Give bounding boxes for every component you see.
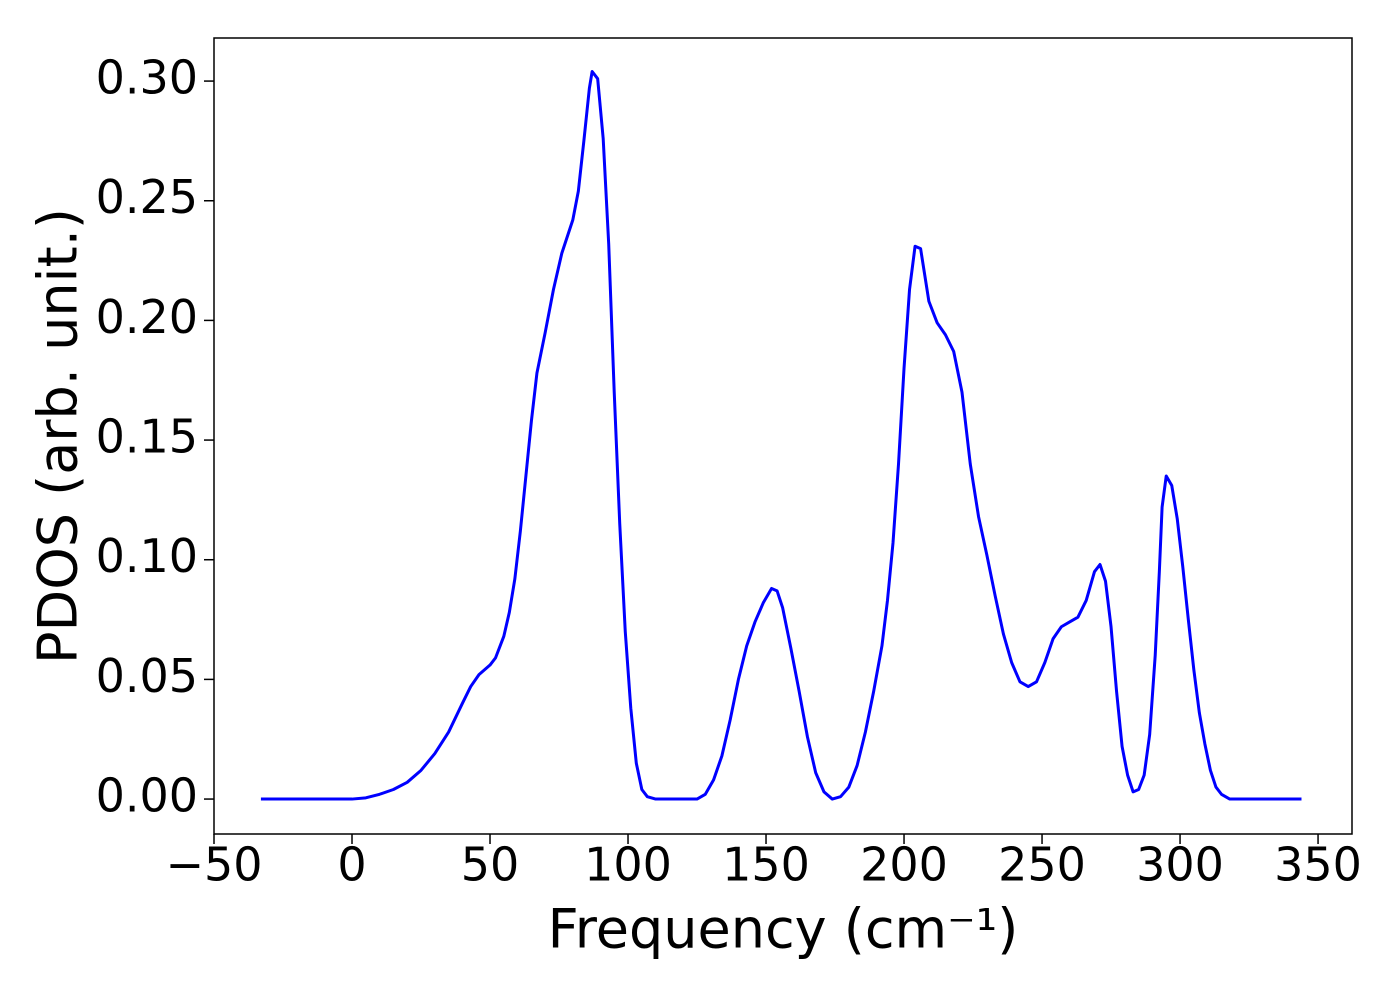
x-tick-label: 150	[722, 838, 810, 892]
y-axis-label: PDOS (arb. unit.)	[27, 208, 90, 664]
y-tick-label: 0.10	[96, 529, 198, 583]
y-tick-label: 0.05	[96, 649, 198, 703]
y-tick-label: 0.25	[96, 170, 198, 224]
plot-frame	[213, 37, 1353, 835]
y-tick-label: 0.15	[96, 410, 198, 464]
x-tick-label: −50	[165, 838, 262, 892]
x-tick-label: 100	[584, 838, 672, 892]
x-tick-label: 300	[1136, 838, 1224, 892]
y-tick-label: 0.20	[96, 290, 198, 344]
x-tick-label: 50	[461, 838, 520, 892]
x-tick-label: 0	[337, 838, 366, 892]
x-tick-label: 250	[998, 838, 1086, 892]
y-tick-label: 0.00	[96, 769, 198, 823]
x-axis-label: Frequency (cm⁻¹)	[548, 898, 1019, 961]
pdos-line	[260, 70, 1302, 801]
x-tick-label: 350	[1274, 838, 1362, 892]
y-tick-label: 0.30	[96, 51, 198, 105]
x-tick-label: 200	[860, 838, 948, 892]
